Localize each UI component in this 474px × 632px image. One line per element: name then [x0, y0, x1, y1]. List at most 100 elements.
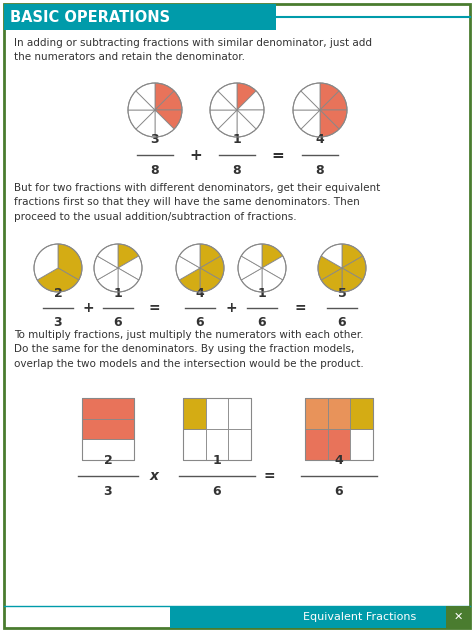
Wedge shape — [321, 244, 342, 268]
Wedge shape — [320, 91, 347, 110]
Text: 1: 1 — [233, 133, 241, 146]
Wedge shape — [118, 244, 139, 268]
Text: +: + — [82, 301, 94, 315]
Bar — [328, 398, 350, 429]
Wedge shape — [37, 268, 79, 292]
Bar — [206, 398, 228, 429]
Circle shape — [94, 244, 142, 292]
Bar — [228, 429, 251, 460]
Text: 6: 6 — [114, 316, 122, 329]
Text: In adding or subtracting fractions with similar denominator, just add
the numera: In adding or subtracting fractions with … — [14, 38, 372, 63]
Wedge shape — [301, 110, 320, 137]
Text: 6: 6 — [337, 316, 346, 329]
Text: 1: 1 — [213, 454, 221, 467]
Wedge shape — [210, 110, 237, 129]
Text: 8: 8 — [151, 164, 159, 177]
Wedge shape — [210, 91, 237, 110]
Wedge shape — [218, 83, 237, 110]
Wedge shape — [237, 83, 256, 110]
Circle shape — [238, 244, 286, 292]
Text: ✕: ✕ — [453, 612, 463, 622]
Bar — [4, 4, 276, 30]
Wedge shape — [342, 268, 363, 292]
Circle shape — [128, 83, 182, 137]
Wedge shape — [237, 110, 264, 129]
Wedge shape — [97, 268, 118, 292]
Wedge shape — [237, 91, 264, 110]
Bar — [328, 429, 350, 460]
Text: 1: 1 — [258, 287, 266, 300]
Wedge shape — [241, 268, 262, 292]
Text: =: = — [263, 469, 275, 483]
Circle shape — [293, 83, 347, 137]
Bar — [305, 398, 328, 429]
Bar — [82, 398, 134, 418]
Wedge shape — [293, 91, 320, 110]
Wedge shape — [34, 244, 58, 280]
Wedge shape — [155, 83, 174, 110]
Wedge shape — [241, 244, 262, 268]
Text: 3: 3 — [104, 485, 112, 498]
Wedge shape — [179, 268, 200, 292]
Text: 8: 8 — [233, 164, 241, 177]
Wedge shape — [342, 256, 366, 280]
Wedge shape — [128, 110, 155, 129]
Wedge shape — [58, 244, 82, 280]
Wedge shape — [293, 110, 320, 129]
Bar — [305, 398, 373, 460]
Wedge shape — [200, 244, 221, 268]
Text: 6: 6 — [258, 316, 266, 329]
Text: To multiply fractions, just multiply the numerators with each other.
Do the same: To multiply fractions, just multiply the… — [14, 330, 364, 369]
Text: BASIC OPERATIONS: BASIC OPERATIONS — [10, 9, 170, 25]
Text: 4: 4 — [196, 287, 204, 300]
Wedge shape — [342, 244, 363, 268]
Bar — [82, 398, 134, 460]
Text: 6: 6 — [213, 485, 221, 498]
Wedge shape — [136, 110, 155, 137]
Wedge shape — [321, 268, 342, 292]
Wedge shape — [94, 256, 118, 280]
Text: 2: 2 — [54, 287, 63, 300]
Text: =: = — [294, 301, 306, 315]
Wedge shape — [136, 83, 155, 110]
Wedge shape — [318, 256, 342, 280]
Bar — [183, 398, 251, 460]
Text: 3: 3 — [151, 133, 159, 146]
Bar — [228, 398, 251, 429]
Bar — [446, 606, 470, 628]
Text: 3: 3 — [54, 316, 62, 329]
Wedge shape — [262, 268, 283, 292]
Bar — [350, 398, 373, 429]
Text: +: + — [225, 301, 237, 315]
Wedge shape — [237, 110, 256, 137]
Text: x: x — [149, 469, 158, 483]
Bar — [82, 418, 134, 439]
Wedge shape — [155, 91, 182, 110]
Circle shape — [34, 244, 82, 292]
Wedge shape — [320, 110, 339, 137]
Text: But for two fractions with different denominators, get their equivalent
fraction: But for two fractions with different den… — [14, 183, 380, 222]
Bar — [206, 429, 228, 460]
Bar — [183, 398, 206, 429]
Wedge shape — [218, 110, 237, 137]
Bar — [170, 606, 466, 628]
Wedge shape — [118, 256, 142, 280]
Text: 8: 8 — [316, 164, 324, 177]
Wedge shape — [262, 256, 286, 280]
Text: 1: 1 — [114, 287, 122, 300]
Wedge shape — [301, 83, 320, 110]
Text: 5: 5 — [337, 287, 346, 300]
Wedge shape — [155, 110, 182, 129]
Wedge shape — [320, 110, 347, 129]
Circle shape — [210, 83, 264, 137]
Text: 4: 4 — [335, 454, 343, 467]
Circle shape — [176, 244, 224, 292]
Text: Equivalent Fractions: Equivalent Fractions — [303, 612, 417, 622]
Wedge shape — [155, 110, 174, 137]
Wedge shape — [128, 91, 155, 110]
Wedge shape — [200, 256, 224, 280]
Bar — [82, 439, 134, 460]
Bar — [183, 429, 206, 460]
Text: 4: 4 — [316, 133, 324, 146]
Bar — [350, 429, 373, 460]
